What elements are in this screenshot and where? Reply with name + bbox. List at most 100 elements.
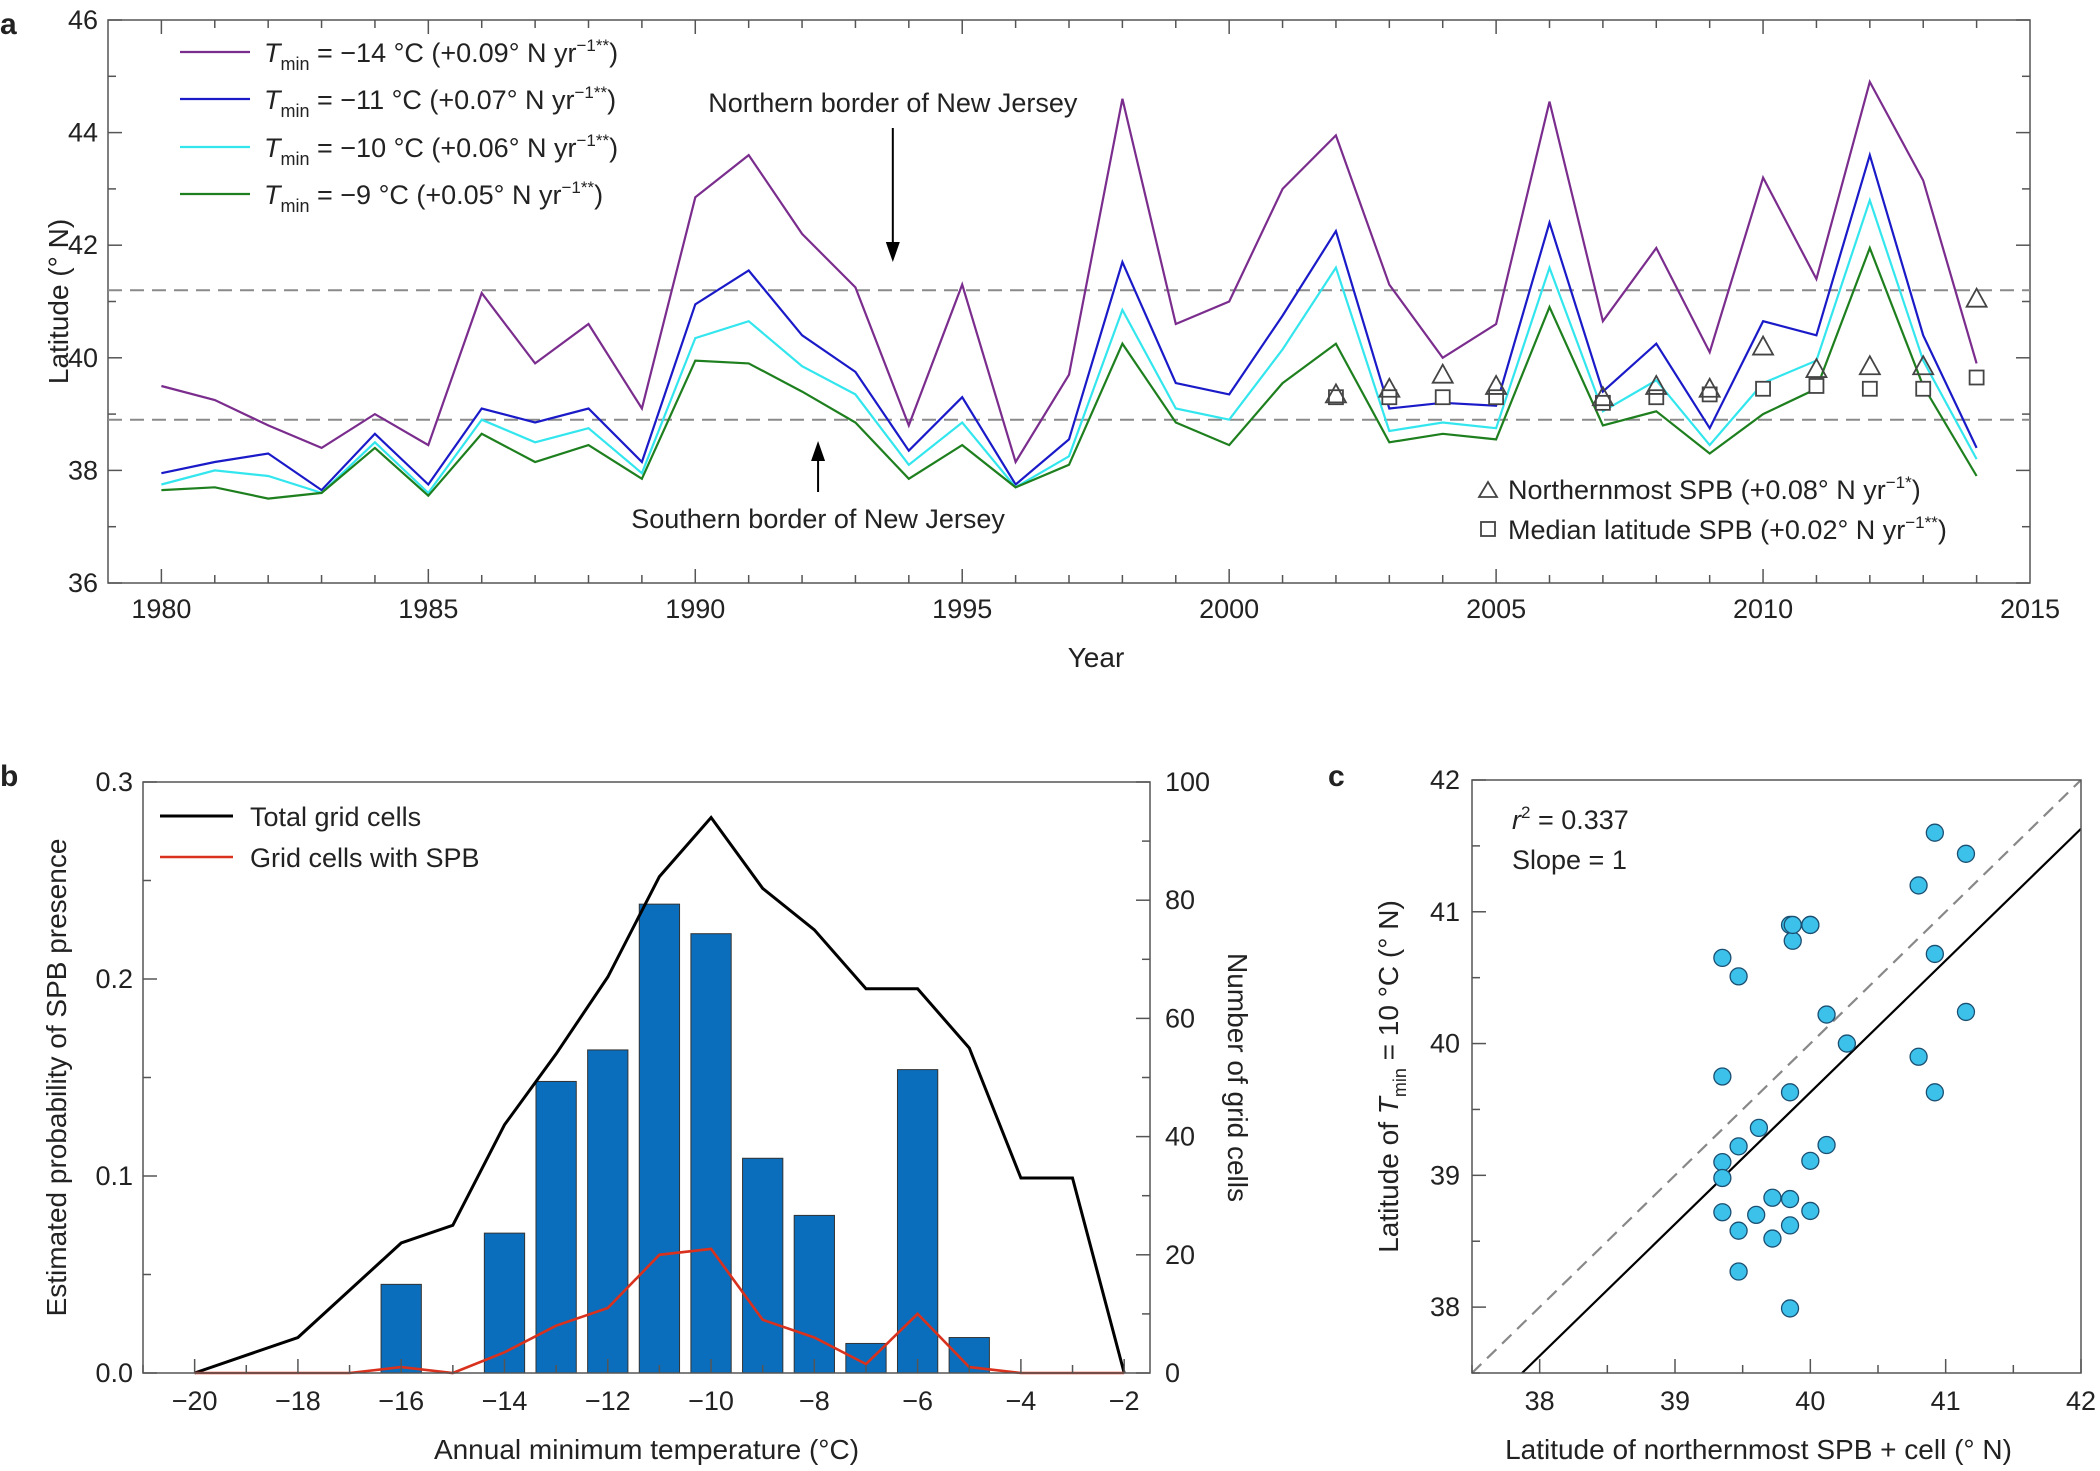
x-tick-label: −6 [902, 1386, 933, 1416]
bar [587, 1049, 629, 1374]
median-marker [1488, 389, 1505, 406]
legend-var: T [264, 133, 283, 163]
legend-sub: min [281, 101, 310, 121]
x-tick-label: −18 [275, 1386, 321, 1416]
legend-label-0: Tmin = −14 °C (+0.09° N yr−1**) [264, 36, 618, 74]
reference-label-south: Southern border of New Jersey [631, 504, 1005, 534]
legend-main: Northernmost SPB (+0.08° N yr [1508, 475, 1886, 505]
scatter-point [1713, 1153, 1732, 1172]
one-to-one-line [1472, 780, 2081, 1373]
r2-annotation: r2 = 0.337 [1512, 803, 1629, 835]
legend-label-total: Total grid cells [250, 802, 421, 832]
median-marker [1915, 380, 1932, 397]
scatter-point [1747, 1205, 1766, 1225]
x-tick-label: −4 [1005, 1386, 1036, 1416]
scatter-point [1729, 967, 1748, 986]
y-tick-label: 0.2 [95, 964, 133, 994]
scatter-point [1729, 1262, 1748, 1281]
legend-sub: min [281, 54, 310, 74]
legend-main: = −9 °C (+0.05° N yr [310, 180, 562, 210]
northernmost-marker [1644, 374, 1668, 395]
series-line-2 [161, 196, 1978, 495]
x-tick-label: 1985 [398, 594, 458, 624]
legend-triangle [1477, 480, 1499, 498]
plot-frame-c [1471, 779, 2082, 1374]
median-marker [1808, 378, 1825, 394]
legend-label-spb: Grid cells with SPB [250, 843, 480, 873]
series-line-1 [161, 151, 1978, 492]
legend-var: T [264, 38, 283, 68]
y-tick-label: 46 [68, 5, 98, 35]
reference-label-north: Northern border of New Jersey [708, 88, 1078, 118]
x-tick-label: −20 [172, 1386, 218, 1416]
legend-var: T [264, 180, 283, 210]
arrow-north-head [885, 242, 900, 262]
median-marker [1648, 389, 1665, 406]
r2-sup: 2 [1521, 803, 1530, 822]
scatter-point [1713, 1168, 1732, 1188]
scatter-point [1925, 1083, 1944, 1102]
x-tick-label: 1995 [932, 594, 992, 624]
scatter-point [1729, 1221, 1748, 1240]
scatter-point [1783, 931, 1802, 950]
legend-sub: min [281, 149, 310, 169]
scatter-point [1837, 1034, 1857, 1053]
x-axis-title: Year [1068, 642, 1125, 673]
panel-b: b −20 −18 −16 −14 −12 −10 −8 −6 −4 −2 0.0 0.1 0.2 0.3 0… [0, 760, 1253, 1465]
y2-axis-title: Number of grid cells [1222, 953, 1253, 1202]
x-tick-label: 42 [2066, 1386, 2096, 1416]
scatter-point [1956, 844, 1976, 863]
x-tick-label: −2 [1109, 1386, 1140, 1416]
legend-end: ) [1938, 515, 1947, 545]
x-tick-label: 1980 [131, 594, 191, 624]
panel-c: c 38 39 40 41 42 38 39 40 41 42 Latitude of norther… [1328, 760, 2096, 1465]
y2-tick-label: 80 [1165, 885, 1195, 915]
legend-sub: min [281, 196, 310, 216]
scatter-point [1780, 1083, 1800, 1102]
y2-tick-label: 40 [1165, 1122, 1195, 1152]
northernmost-marker [1698, 376, 1722, 398]
x-axis-title: Annual minimum temperature (°C) [434, 1434, 859, 1465]
legend-label-3: Tmin = −9 °C (+0.05° N yr−1**) [264, 178, 603, 216]
northernmost-marker [1377, 376, 1401, 398]
bar [690, 933, 732, 1374]
northernmost-marker [1431, 362, 1455, 384]
x-tick-label: 39 [1660, 1386, 1690, 1416]
scatter-point [1801, 915, 1820, 935]
scatter-point [1780, 1189, 1800, 1209]
y-axis-title: Estimated probability of SPB presence [41, 839, 72, 1317]
scatter-point [1801, 1151, 1820, 1170]
y-tick-label: 0.1 [95, 1161, 133, 1191]
bar [483, 1232, 526, 1374]
x-tick-label: −14 [482, 1386, 528, 1416]
scatter-point [1909, 876, 1928, 895]
scatter-point [1780, 1299, 1800, 1318]
northernmost-marker [1591, 385, 1615, 407]
scatter-point [1763, 1188, 1782, 1207]
fit-line [1521, 827, 2081, 1373]
arrow-south-head [811, 441, 826, 461]
x-tick-label: −12 [585, 1386, 631, 1416]
legend-end: ) [609, 133, 618, 163]
scatter-point [1749, 1118, 1769, 1138]
y-title-var: T [1373, 1095, 1404, 1114]
median-marker [1594, 394, 1611, 411]
median-marker [1755, 380, 1771, 397]
y-tick-label: 39 [1430, 1160, 1460, 1190]
scatter-point [1817, 1135, 1836, 1155]
x-tick-label: −8 [799, 1386, 830, 1416]
scatter-point [1780, 1216, 1800, 1235]
northernmost-marker [1858, 354, 1882, 376]
legend-label-northernmost: Northernmost SPB (+0.08° N yr−1*) [1508, 473, 1921, 505]
scatter-point [1801, 1201, 1820, 1221]
bar [742, 1157, 784, 1374]
scatter-point [1713, 1203, 1732, 1222]
scatter-point [1956, 1002, 1976, 1022]
y-tick-label: 38 [1430, 1292, 1460, 1322]
scatter-point [1783, 915, 1802, 935]
y2-tick-label: 60 [1165, 1003, 1195, 1033]
northernmost-marker [1751, 334, 1775, 356]
legend-label-1: Tmin = −11 °C (+0.07° N yr−1**) [264, 83, 616, 121]
x-tick-label: 2005 [1466, 594, 1526, 624]
scatter-point [1817, 1005, 1836, 1024]
